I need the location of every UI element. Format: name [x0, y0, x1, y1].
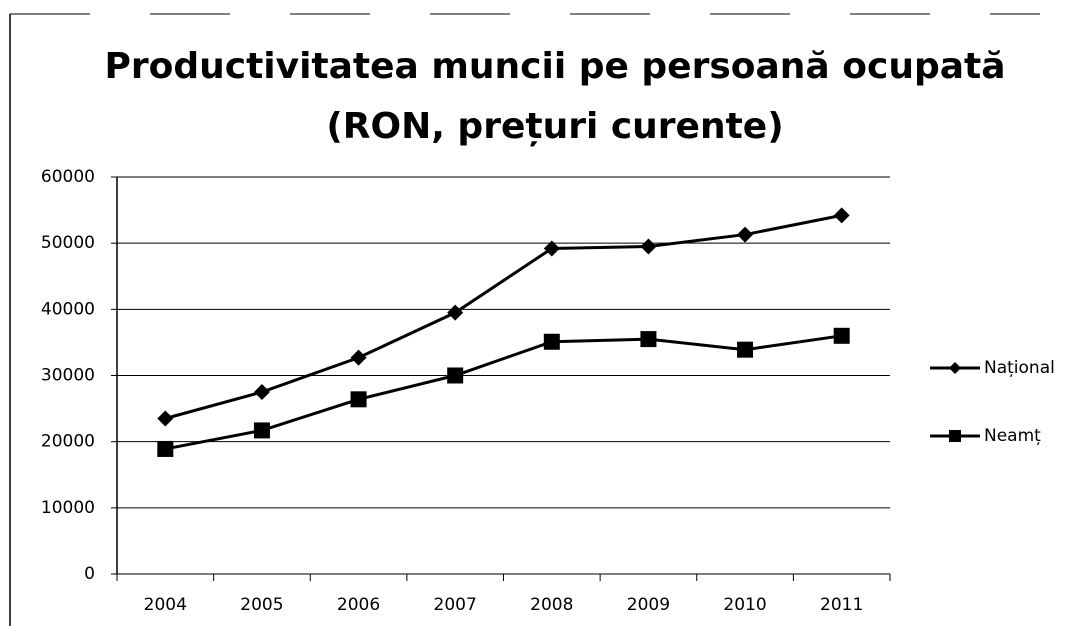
chart-title: Productivitatea muncii pe persoană ocupa… [104, 46, 1005, 87]
point [640, 331, 657, 348]
point [543, 240, 560, 257]
x-tick-label: 2011 [820, 595, 863, 615]
x-tick-label: 2007 [434, 595, 477, 615]
line [164, 213, 842, 420]
point [833, 327, 850, 344]
legend-marker [949, 430, 961, 442]
point [157, 410, 174, 427]
point [737, 226, 754, 243]
y-tick-label: 50000 [41, 233, 95, 253]
x-tick-label: 2010 [723, 595, 766, 615]
x-tick-label: 2008 [530, 595, 573, 615]
y-tick-label: 10000 [41, 498, 95, 518]
y-tick-label: 40000 [41, 299, 95, 319]
point [253, 384, 270, 401]
y-tick-label: 20000 [41, 432, 95, 452]
x-tick-label: 2005 [240, 595, 283, 615]
point [447, 304, 464, 321]
point [833, 207, 850, 224]
chart-title: (RON, prețuri curente) [326, 106, 783, 147]
x-tick-label: 2004 [144, 595, 187, 615]
y-tick-label: 60000 [41, 167, 95, 187]
legend-marker [949, 362, 961, 374]
y-tick-label: 0 [84, 564, 95, 584]
point [737, 341, 754, 358]
point [157, 440, 174, 457]
point [253, 422, 270, 439]
point [447, 367, 464, 384]
y-tick-label: 30000 [41, 366, 95, 386]
point [350, 391, 367, 408]
point [350, 349, 367, 366]
point [543, 333, 560, 350]
x-tick-label: 2009 [627, 595, 670, 615]
point [640, 238, 657, 255]
x-tick-label: 2006 [337, 595, 380, 615]
legend-label: Neamț [984, 426, 1041, 446]
legend-label: Național [984, 358, 1055, 378]
line [165, 334, 842, 451]
